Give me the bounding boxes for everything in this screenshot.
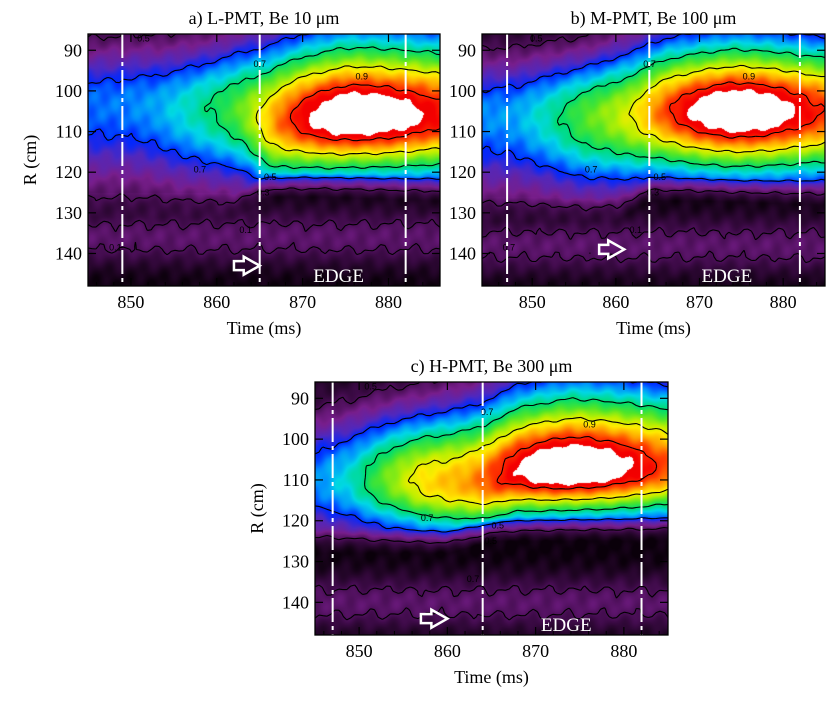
y-tick-label: 140 <box>55 243 82 263</box>
y-tick-label: 110 <box>283 470 309 490</box>
y-tick-label: 130 <box>55 203 82 223</box>
contour-level-0-9 <box>289 83 440 142</box>
x-tick-label: 860 <box>434 641 461 661</box>
peak-region <box>338 105 370 125</box>
chart-panel-a: a) L-PMT, Be 10 μm0.50.70.90.70.50.30.10… <box>20 8 441 339</box>
contour-level-0-9 <box>496 435 658 490</box>
x-tick-label: 870 <box>522 641 549 661</box>
edge-label: EDGE <box>313 266 364 287</box>
contour-label: 0.9 <box>583 420 596 430</box>
plot-frame <box>481 33 826 287</box>
contour-label: 0.5 <box>484 536 497 546</box>
plot-frame <box>314 381 669 636</box>
y-tick-label: 110 <box>450 122 476 142</box>
contour-label: 0.5 <box>364 382 377 392</box>
contour-level-0-3 <box>315 382 668 533</box>
contour-label: 0.5 <box>654 172 667 182</box>
contour-level-0-1 <box>88 34 440 256</box>
contour-level-0-7 <box>255 65 440 156</box>
chart-title: c) H-PMT, Be 300 μm <box>411 356 573 377</box>
contour-level-0-5 <box>364 397 668 520</box>
chart-panel-b: b) M-PMT, Be 100 μm 0.5 0.7 0.9 0.7 0.5 0.3 0.1… <box>449 8 826 339</box>
contour-level-0-3 <box>88 34 440 180</box>
x-tick-label: 870 <box>686 292 713 312</box>
heatmap-image <box>482 34 825 286</box>
y-tick-label: 140 <box>449 243 476 263</box>
contour-label: 0.1 <box>109 243 122 253</box>
y-tick-label: 90 <box>458 40 476 60</box>
peak-region <box>555 458 587 478</box>
contour-label: 0.5 <box>137 34 150 44</box>
contour-lines <box>482 34 825 264</box>
x-axis-label: Time (ms) <box>227 318 302 339</box>
contour-label: 0.5 <box>492 521 505 531</box>
chart-title: a) L-PMT, Be 10 μm <box>189 8 340 29</box>
contour-level-0-5 <box>204 46 440 170</box>
x-tick-label: 860 <box>203 292 230 312</box>
x-tick-label: 860 <box>602 292 629 312</box>
y-tick-label: 100 <box>55 81 82 101</box>
edge-label: EDGE <box>702 266 753 287</box>
x-tick-label: 880 <box>375 292 402 312</box>
contour-label: 0.5 <box>264 172 277 182</box>
x-axis-label: Time (ms) <box>616 318 691 339</box>
contour-lines <box>88 34 440 256</box>
x-tick-label: 880 <box>770 292 797 312</box>
x-tick-label: 850 <box>346 641 373 661</box>
chart-title: b) M-PMT, Be 100 μm <box>571 8 737 29</box>
y-axis-label: R (cm) <box>20 135 41 185</box>
contour-lines <box>315 382 668 621</box>
contour-label: 0.1 <box>239 225 252 235</box>
contour-label: 0.9 <box>356 71 369 81</box>
contour-label: 0.7 <box>503 243 516 253</box>
y-tick-label: 130 <box>282 552 309 572</box>
contour-label: 0.7 <box>481 407 494 417</box>
heatmap-image <box>315 382 668 635</box>
edge-arrow <box>597 238 627 261</box>
y-tick-label: 90 <box>291 388 309 408</box>
y-tick-label: 130 <box>449 203 476 223</box>
contour-label: 0.5 <box>530 34 543 44</box>
x-tick-label: 870 <box>289 292 316 312</box>
y-tick-label: 100 <box>282 429 309 449</box>
contour-level-0-5 <box>556 47 825 168</box>
contour-label: 0.7 <box>421 513 434 523</box>
y-tick-label: 120 <box>282 511 309 531</box>
contour-label: 0.3 <box>257 187 270 197</box>
edge-arrow <box>232 254 263 277</box>
y-tick-label: 100 <box>449 81 476 101</box>
contour-level-0-7 <box>407 416 668 506</box>
x-tick-label: 880 <box>610 641 637 661</box>
contour-label: 0.7 <box>585 165 598 175</box>
y-tick-label: 90 <box>64 40 82 60</box>
x-tick-label: 850 <box>519 292 546 312</box>
contour-label: 0.3 <box>647 187 660 197</box>
contour-label: 0.1 <box>629 225 642 235</box>
contour-level-0-1 <box>482 34 825 264</box>
edge-arrow <box>419 607 450 630</box>
x-tick-label: 850 <box>117 292 144 312</box>
peak-region <box>717 101 749 121</box>
plot-frame <box>87 33 441 287</box>
contour-label: 0.7 <box>194 165 207 175</box>
y-axis-label: R (cm) <box>247 483 268 533</box>
contour-label: 0.9 <box>743 71 756 81</box>
contour-level-0-9 <box>668 81 825 139</box>
y-tick-label: 140 <box>282 592 309 612</box>
chart-panel-c: c) H-PMT, Be 300 μm 0.5 0.7 0.9 0.7 0.5 0.5 0.7… <box>247 356 669 688</box>
y-tick-label: 110 <box>56 122 82 142</box>
edge-label: EDGE <box>541 615 592 636</box>
y-tick-label: 120 <box>55 162 82 182</box>
contour-label: 0.7 <box>467 574 480 584</box>
y-tick-label: 120 <box>449 162 476 182</box>
x-axis-label: Time (ms) <box>454 667 529 688</box>
